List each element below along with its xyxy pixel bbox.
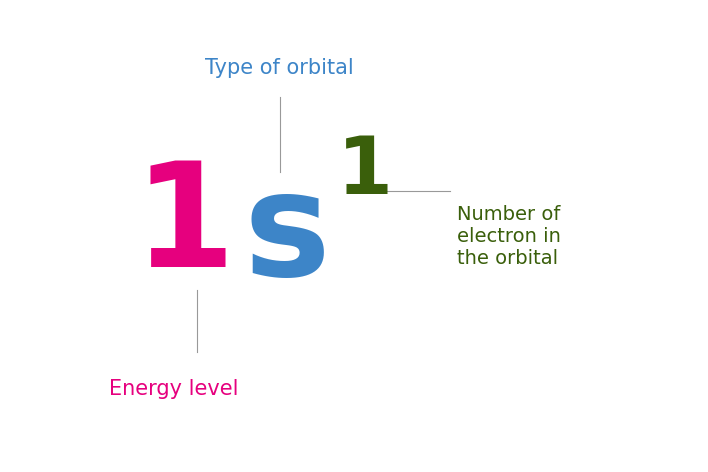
Text: Type of orbital: Type of orbital — [205, 59, 354, 78]
Text: s: s — [244, 166, 330, 306]
Text: 1: 1 — [336, 133, 393, 211]
Text: Energy level: Energy level — [109, 379, 238, 399]
Text: Number of
electron in
the orbital: Number of electron in the orbital — [457, 204, 561, 268]
Text: 1: 1 — [133, 156, 235, 297]
